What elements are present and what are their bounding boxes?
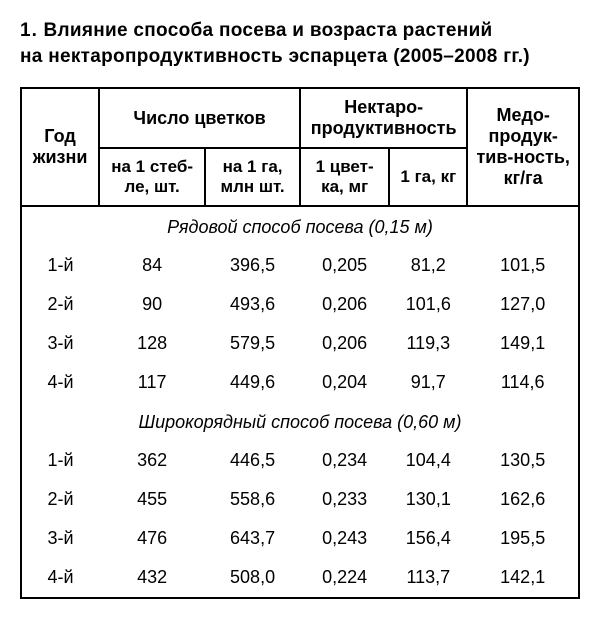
data-table: Год жизни Число цветков Нектаро-продукти… [20, 87, 580, 599]
cell: 81,2 [389, 246, 467, 285]
section-label: Широкорядный способ посева (0,60 м) [21, 402, 579, 441]
cell: 1-й [21, 441, 99, 480]
cell: 149,1 [467, 324, 579, 363]
cell: 449,6 [205, 363, 300, 402]
cell: 362 [99, 441, 205, 480]
cell: 508,0 [205, 558, 300, 598]
cell: 90 [99, 285, 205, 324]
cell: 1-й [21, 246, 99, 285]
cell: 195,5 [467, 519, 579, 558]
cell: 104,4 [389, 441, 467, 480]
cell: 3-й [21, 324, 99, 363]
th-flowers-group: Число цветков [99, 88, 300, 148]
cell: 396,5 [205, 246, 300, 285]
title-line-2: на нектаропродуктивность эспарцета (2005… [20, 46, 530, 67]
cell: 130,5 [467, 441, 579, 480]
cell: 476 [99, 519, 205, 558]
cell: 84 [99, 246, 205, 285]
cell: 3-й [21, 519, 99, 558]
table-row: 3-й128579,50,206119,3149,1 [21, 324, 579, 363]
cell: 4-й [21, 558, 99, 598]
cell: 643,7 [205, 519, 300, 558]
title-number: 1. [20, 20, 38, 41]
table-row: 1-й84396,50,20581,2101,5 [21, 246, 579, 285]
cell: 446,5 [205, 441, 300, 480]
table-row: 3-й476643,70,243156,4195,5 [21, 519, 579, 558]
cell: 493,6 [205, 285, 300, 324]
cell: 101,5 [467, 246, 579, 285]
cell: 455 [99, 480, 205, 519]
cell: 91,7 [389, 363, 467, 402]
cell: 119,3 [389, 324, 467, 363]
table-row: 2-й90493,60,206101,6127,0 [21, 285, 579, 324]
section-label: Рядовой способ посева (0,15 м) [21, 206, 579, 246]
cell: 113,7 [389, 558, 467, 598]
cell: 114,6 [467, 363, 579, 402]
th-per-stem: на 1 стеб-ле, шт. [99, 148, 205, 206]
cell: 128 [99, 324, 205, 363]
cell: 0,204 [300, 363, 389, 402]
cell: 579,5 [205, 324, 300, 363]
cell: 0,233 [300, 480, 389, 519]
cell: 101,6 [389, 285, 467, 324]
title-line-1: Влияние способа посева и возраста растен… [43, 20, 492, 41]
cell: 432 [99, 558, 205, 598]
cell: 558,6 [205, 480, 300, 519]
cell: 0,205 [300, 246, 389, 285]
table-row: 4-й432508,00,224113,7142,1 [21, 558, 579, 598]
table-row: 2-й455558,60,233130,1162,6 [21, 480, 579, 519]
cell: 0,234 [300, 441, 389, 480]
cell: 0,224 [300, 558, 389, 598]
th-year: Год жизни [21, 88, 99, 206]
cell: 156,4 [389, 519, 467, 558]
table-row: 4-й117449,60,20491,7114,6 [21, 363, 579, 402]
cell: 0,206 [300, 324, 389, 363]
th-nectar-group: Нектаро-продуктивность [300, 88, 467, 148]
table-title: 1. Влияние способа посева и возраста рас… [20, 18, 580, 69]
cell: 0,206 [300, 285, 389, 324]
th-per-flower: 1 цвет-ка, мг [300, 148, 389, 206]
table-body: Рядовой способ посева (0,15 м)1-й84396,5… [21, 206, 579, 598]
cell: 130,1 [389, 480, 467, 519]
cell: 0,243 [300, 519, 389, 558]
th-honey: Медо-продук-тив-ность, кг/га [467, 88, 579, 206]
cell: 117 [99, 363, 205, 402]
cell: 162,6 [467, 480, 579, 519]
cell: 2-й [21, 285, 99, 324]
cell: 4-й [21, 363, 99, 402]
cell: 127,0 [467, 285, 579, 324]
cell: 2-й [21, 480, 99, 519]
th-per-ha-kg: 1 га, кг [389, 148, 467, 206]
th-per-ha-mln: на 1 га, млн шт. [205, 148, 300, 206]
cell: 142,1 [467, 558, 579, 598]
table-row: 1-й362446,50,234104,4130,5 [21, 441, 579, 480]
